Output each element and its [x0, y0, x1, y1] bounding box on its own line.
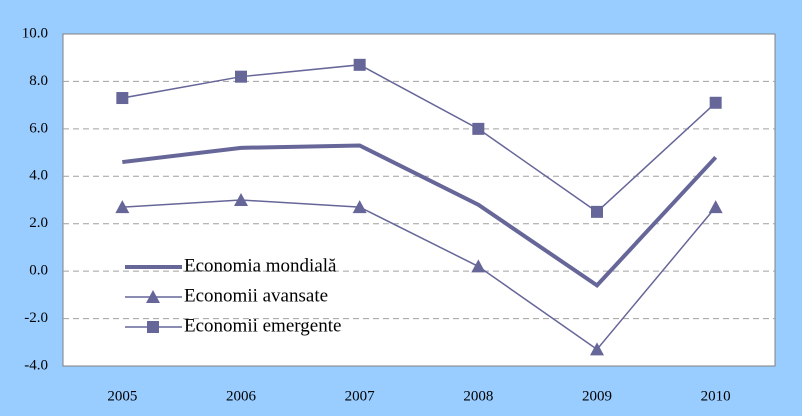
y-tick-label: 0.0 [29, 263, 48, 279]
x-tick-label: 2006 [226, 388, 257, 404]
y-tick-label: 2.0 [29, 215, 48, 231]
legend-label: Economia mondială [184, 255, 337, 276]
y-tick-label: 10.0 [22, 25, 48, 41]
marker [709, 96, 722, 109]
x-tick-label: 2008 [463, 388, 493, 404]
legend-label: Economii emergente [184, 315, 341, 336]
marker [116, 92, 129, 105]
x-tick-label: 2007 [345, 388, 376, 404]
series-line [122, 64, 717, 213]
x-tick-label: 2005 [107, 388, 137, 404]
y-tick-label: 8.0 [29, 73, 48, 89]
series-line [122, 199, 717, 351]
legend-marker [146, 290, 160, 303]
marker [708, 200, 723, 214]
marker [471, 259, 486, 273]
marker [234, 193, 248, 206]
marker [235, 70, 247, 83]
marker [353, 58, 366, 71]
legend-label: Economii avansate [184, 285, 328, 306]
marker [115, 200, 130, 214]
legend-marker [147, 321, 159, 333]
marker [352, 200, 367, 214]
x-tick-label: 2009 [582, 388, 612, 404]
marker [591, 205, 603, 218]
marker [472, 122, 485, 135]
y-tick-label: -2.0 [24, 310, 48, 326]
y-tick-label: 4.0 [29, 168, 48, 184]
marker [590, 342, 604, 356]
x-tick-label: 2010 [701, 388, 731, 404]
y-tick-label: 6.0 [29, 120, 48, 136]
series-line [122, 143, 718, 288]
legend: Economia mondială Economii avansate Econom… [125, 255, 341, 336]
plot-area [62, 33, 776, 367]
y-tick-label: -4.0 [24, 357, 48, 373]
